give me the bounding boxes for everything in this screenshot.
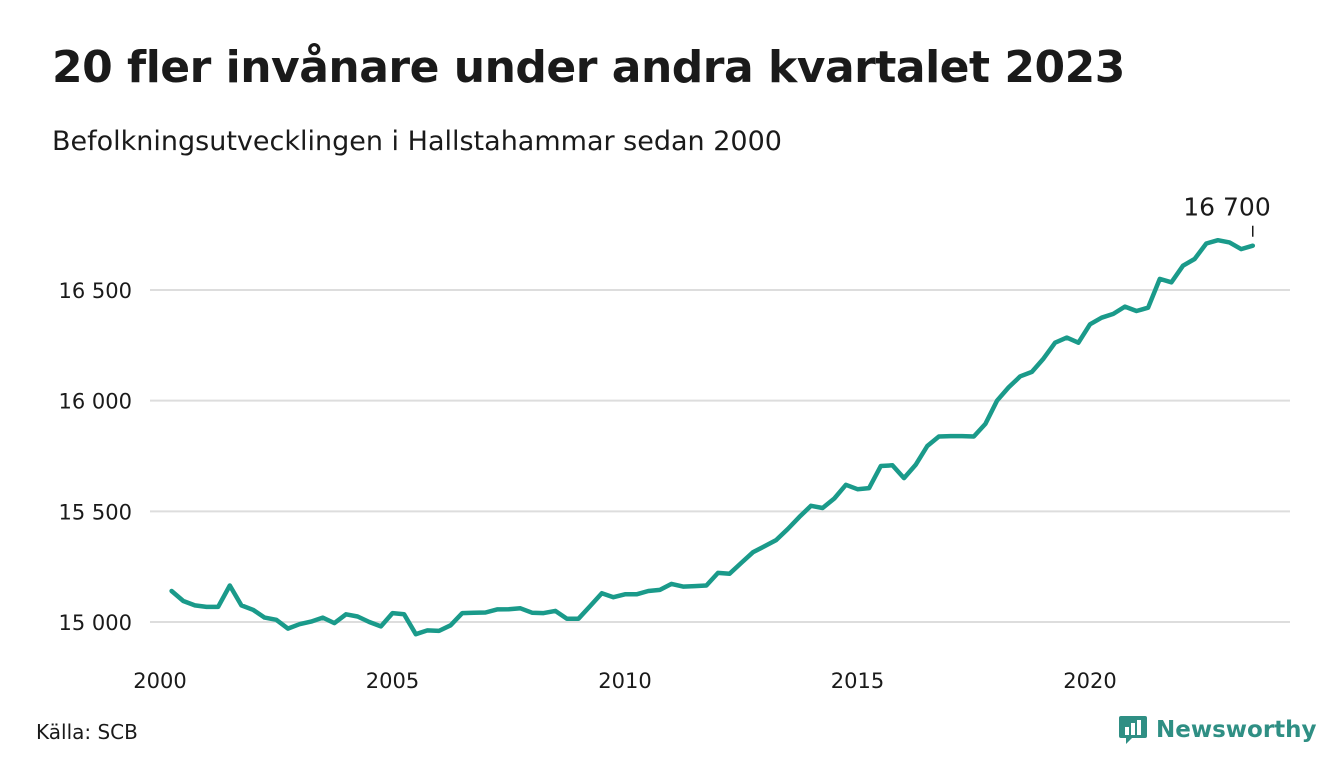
chart-title: 20 fler invånare under andra kvartalet 2… [52,42,1125,93]
y-tick-label: 16 500 [59,279,132,303]
x-tick-label: 2000 [133,669,186,693]
newsworthy-logo[interactable]: Newsworthy [1118,714,1317,746]
source-note: Källa: SCB [36,720,138,744]
x-tick-label: 2010 [598,669,651,693]
x-tick-label: 2020 [1063,669,1116,693]
chat-bar-chart-icon [1119,716,1147,744]
x-tick-label: 2005 [366,669,419,693]
population-line [169,237,1256,637]
y-tick-label: 15 000 [59,611,132,635]
y-tick-label: 15 500 [59,500,132,524]
y-tick-label: 16 000 [59,390,132,414]
annotation-label: 16 700 [1183,193,1270,222]
chart-subtitle: Befolkningsutvecklingen i Hallstahammar … [52,126,782,157]
brand-name: Newsworthy [1156,717,1317,743]
x-tick-label: 2015 [831,669,884,693]
